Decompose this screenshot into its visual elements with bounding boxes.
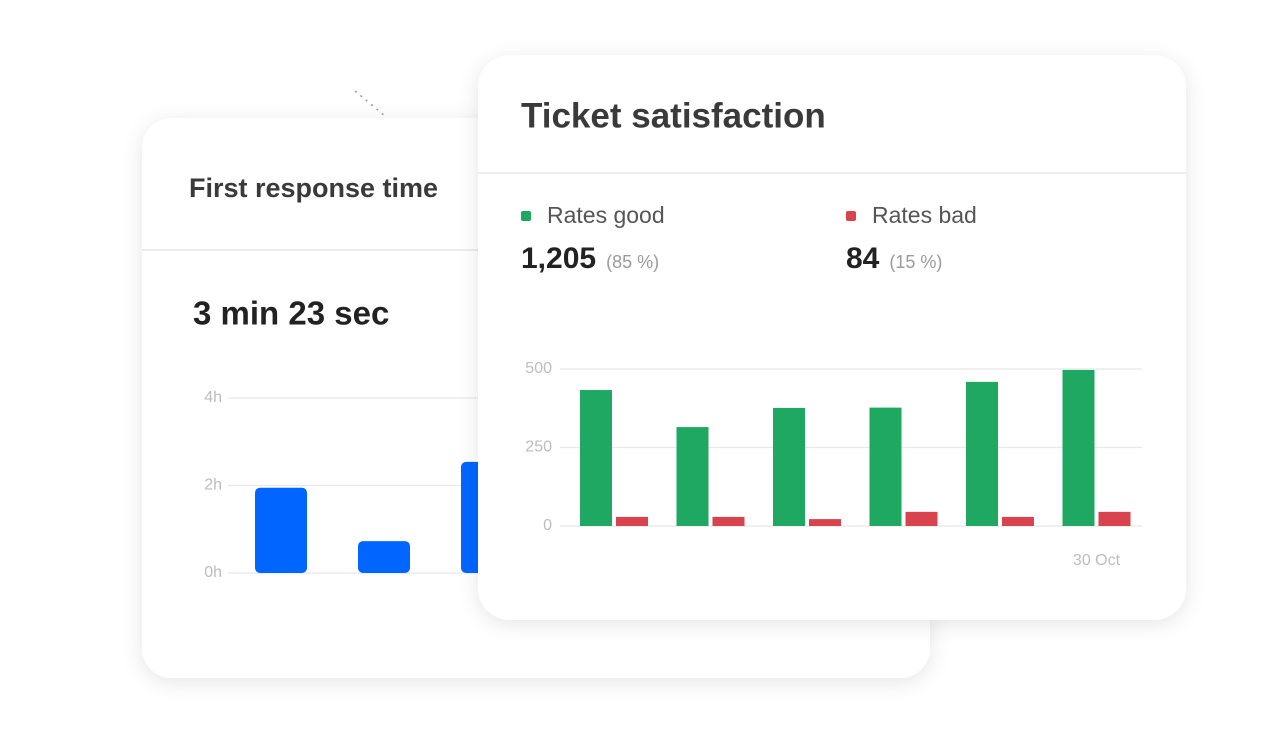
bar <box>580 390 612 526</box>
bar <box>255 487 307 573</box>
card-background <box>478 55 1186 620</box>
bar <box>773 407 805 526</box>
card-title: First response time <box>189 173 438 203</box>
share: (15 %) <box>889 252 942 272</box>
bar <box>1002 516 1034 526</box>
bar <box>712 516 745 526</box>
y-tick-label: 0 <box>543 517 552 534</box>
share: (85 %) <box>606 252 659 272</box>
bar <box>905 511 938 526</box>
bar <box>1062 369 1095 526</box>
legend-marker <box>846 211 856 221</box>
x-tick-label: 30 Oct <box>1073 552 1121 569</box>
bar <box>676 427 709 526</box>
total: 1,205 <box>521 242 596 275</box>
legend-label: Rates good <box>547 202 665 228</box>
card: Ticket satisfaction 0 250 500 Rates good 1,2… <box>478 55 1186 620</box>
bar <box>869 407 902 526</box>
y-tick-label: 2h <box>204 477 222 494</box>
bar <box>1098 511 1131 526</box>
headline: 3 min 23 sec <box>193 295 389 332</box>
y-tick-label: 250 <box>525 439 552 456</box>
bar <box>616 516 648 526</box>
legend-label: Rates bad <box>872 202 977 228</box>
bar <box>358 541 410 573</box>
card-title: Ticket satisfaction <box>521 96 826 135</box>
total: 84 <box>846 242 880 275</box>
decoration <box>354 90 386 117</box>
y-tick-label: 500 <box>525 360 552 377</box>
bar <box>966 381 998 526</box>
y-tick-label: 0h <box>204 564 222 581</box>
bar <box>809 519 841 526</box>
legend-marker <box>521 211 531 221</box>
y-tick-label: 4h <box>204 389 222 406</box>
